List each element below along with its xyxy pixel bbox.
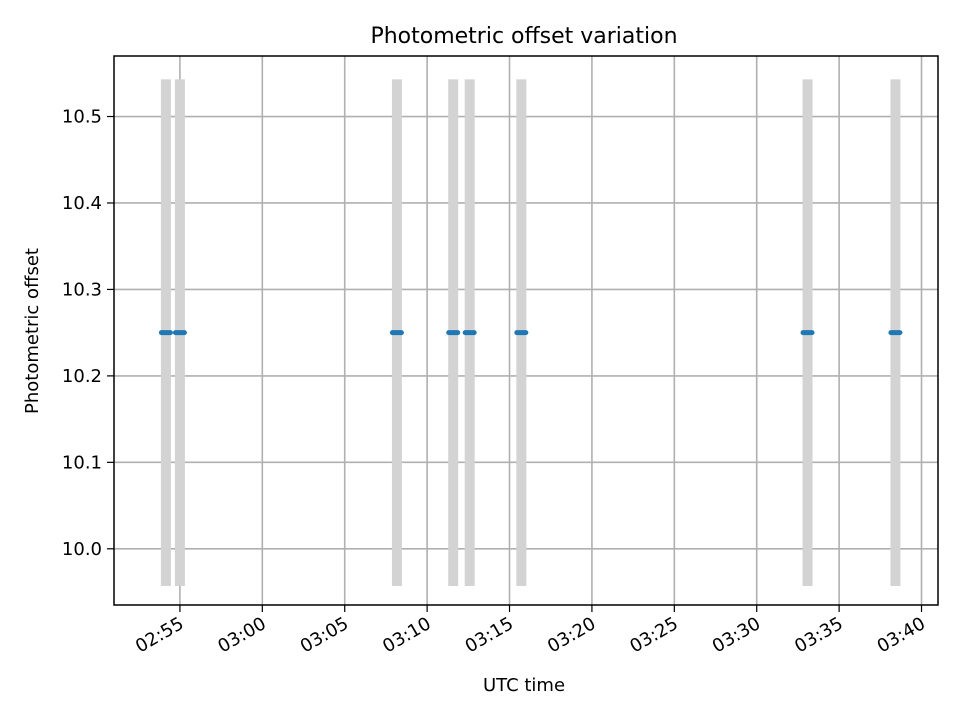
y-tick-label: 10.1: [62, 452, 102, 473]
x-axis-label: UTC time: [483, 675, 565, 696]
y-tick-label: 10.0: [62, 539, 102, 560]
x-tick-label: 03:40: [874, 613, 929, 657]
x-tick-label: 03:10: [379, 613, 434, 657]
x-tick-label: 02:55: [132, 613, 187, 657]
y-tick-label: 10.4: [62, 193, 102, 214]
error-bars: [160, 79, 901, 586]
x-tick-label: 03:05: [297, 613, 352, 657]
x-tick-label: 03:35: [791, 613, 846, 657]
x-axis-ticks: 02:55 03:00 03:05 03:10 03:15 03:20 03:25 03:30…: [132, 605, 929, 657]
y-axis-label: Photometric offset: [22, 248, 43, 414]
x-tick-label: 03:30: [709, 613, 764, 657]
x-tick-label: 03:20: [544, 613, 599, 657]
y-tick-label: 10.2: [62, 366, 102, 387]
plot-frame: [113, 55, 939, 606]
y-tick-label: 10.3: [62, 279, 102, 300]
x-tick-label: 03:25: [626, 613, 681, 657]
x-tick-label: 03:00: [214, 613, 269, 657]
y-axis-ticks: 10.0 10.1 10.2 10.3 10.4 10.5: [62, 107, 114, 560]
chart-title: Photometric offset variation: [370, 24, 677, 49]
x-tick-label: 03:15: [462, 613, 517, 657]
y-tick-label: 10.5: [62, 107, 102, 128]
